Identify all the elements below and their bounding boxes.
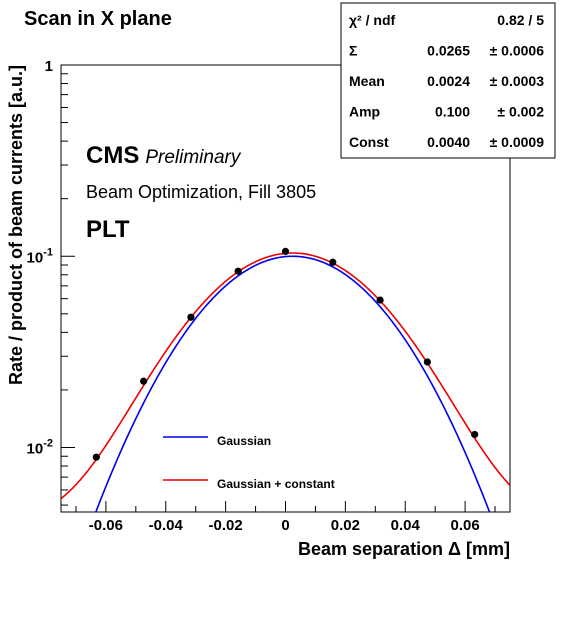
stats-box: χ² / ndf 0.82 / 5 Σ 0.0265 ± 0.0006 Mean 0.002…: [340, 2, 556, 159]
fit-curve-gaussian: [94, 255, 491, 512]
data-point: [423, 358, 431, 366]
stats-value: 0.0265: [427, 43, 470, 59]
y-tick-label: 10-2: [27, 438, 53, 458]
y-tick-label: 10-1: [27, 246, 53, 266]
x-tick-label: -0.02: [209, 517, 243, 534]
stats-error: ± 0.002: [497, 104, 544, 120]
data-point: [376, 296, 384, 304]
chart-title: Scan in X plane: [24, 8, 172, 30]
data-point: [92, 453, 100, 461]
preliminary-text: Preliminary: [145, 147, 242, 168]
legend-gaussian-constant-label: Gaussian + constant: [217, 477, 335, 491]
stats-value: 0.0040: [427, 134, 470, 150]
plt-label: PLT: [86, 216, 130, 243]
fill-label: Beam Optimization, Fill 3805: [86, 182, 316, 202]
x-tick-label: -0.04: [149, 517, 184, 534]
x-tick-label: -0.06: [89, 517, 123, 534]
data-point: [281, 247, 290, 256]
stats-error: ± 0.0003: [490, 73, 545, 89]
stats-value: 0.82 / 5: [497, 12, 544, 28]
stats-box-frame: [340, 2, 556, 159]
data-point: [471, 430, 479, 439]
legend-gaussian-label: Gaussian: [217, 434, 271, 448]
stats-error: ± 0.0006: [490, 43, 545, 59]
y-tick-label: 1: [45, 58, 53, 75]
stats-label: χ² / ndf: [349, 12, 395, 28]
data-point: [329, 258, 337, 266]
data-point: [234, 267, 242, 275]
x-tick-label: 0.06: [450, 517, 479, 534]
stats-value: 0.0024: [427, 73, 470, 89]
data-points: [92, 247, 479, 461]
x-axis-ticks: -0.06 -0.04 -0.02 0 0.02 0.04 0.06: [75, 501, 496, 534]
stats-label: Const: [349, 134, 389, 150]
x-tick-label: 0.04: [391, 517, 421, 534]
fit-curve-gaussian-constant: [61, 252, 510, 500]
x-axis-label: Beam separation Δ [mm]: [298, 539, 510, 559]
y-axis-label: Rate / product of beam currents [a.u.]: [6, 65, 26, 385]
cms-label: CMS Preliminary: [86, 142, 242, 169]
data-point: [187, 313, 195, 321]
stats-rows: χ² / ndf 0.82 / 5 Σ 0.0265 ± 0.0006 Mean 0.002…: [349, 12, 544, 150]
legend: Gaussian Gaussian + constant: [163, 434, 335, 491]
cms-experiment-text: CMS: [86, 142, 139, 169]
stats-label: Amp: [349, 104, 380, 120]
stats-label: Σ: [349, 43, 357, 59]
stats-error: ± 0.0009: [490, 134, 545, 150]
data-point: [140, 377, 148, 385]
x-tick-label: 0: [281, 517, 289, 534]
stats-value: 0.100: [435, 104, 470, 120]
x-tick-label: 0.02: [331, 517, 360, 534]
stats-label: Mean: [349, 73, 385, 89]
y-axis-ticks: 10-2 10-1 1: [27, 58, 75, 506]
